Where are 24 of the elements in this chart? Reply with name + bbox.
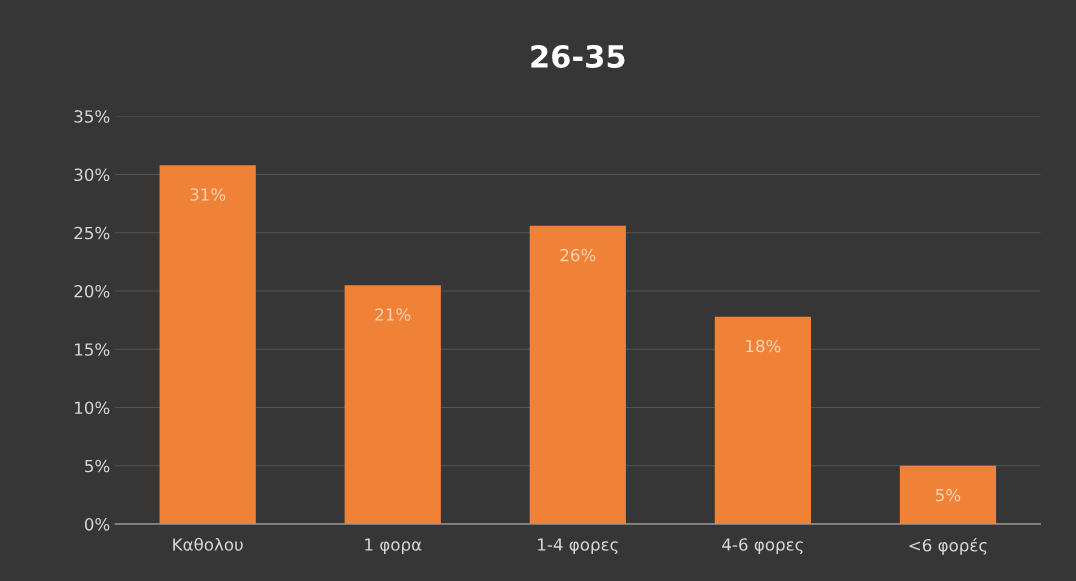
data-label: 5% bbox=[936, 488, 961, 502]
bar bbox=[714, 316, 811, 525]
y-tick-label: 35% bbox=[74, 110, 110, 123]
bar bbox=[344, 285, 441, 525]
data-label: 18% bbox=[746, 339, 781, 353]
y-tick-label: 5% bbox=[85, 459, 110, 473]
x-tick-label: 4-6 φορες bbox=[722, 538, 803, 555]
data-label: 26% bbox=[560, 248, 596, 262]
y-tick-label: 30% bbox=[74, 168, 110, 182]
bar bbox=[899, 465, 997, 525]
x-tick-label: <6 φορές bbox=[909, 537, 987, 555]
data-label: 31% bbox=[190, 188, 226, 201]
x-tick-label: 1 φορα bbox=[365, 538, 422, 555]
y-tick-label: 0% bbox=[84, 518, 110, 531]
bar bbox=[529, 225, 626, 525]
data-label: 21% bbox=[375, 308, 411, 321]
y-tick-label: 15% bbox=[75, 343, 110, 356]
y-tick-label: 20% bbox=[74, 284, 110, 298]
x-tick-label: Καθολου bbox=[173, 537, 243, 551]
bar bbox=[159, 165, 256, 525]
y-tick-label: 10% bbox=[75, 401, 110, 415]
chart-title: 26-35 bbox=[531, 44, 625, 69]
y-tick-label: 25% bbox=[74, 226, 110, 240]
x-tick-label: 1-4 φορες bbox=[538, 538, 618, 555]
